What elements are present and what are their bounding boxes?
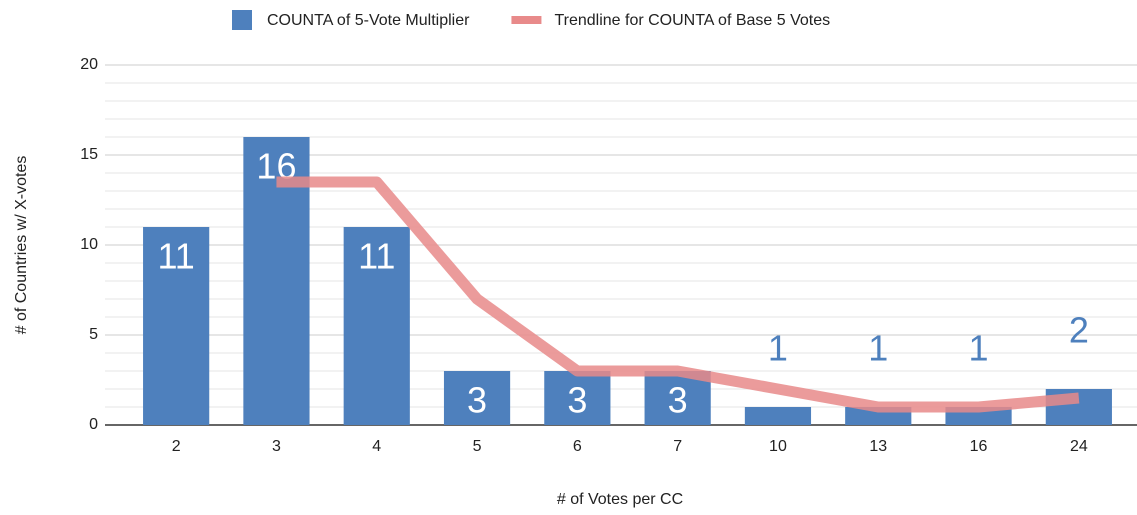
bar	[343, 227, 410, 425]
y-tick-label: 15	[80, 146, 98, 163]
bar	[1045, 389, 1112, 425]
x-tick-label: 10	[769, 438, 787, 455]
x-tick-label: 7	[673, 438, 682, 455]
bar	[443, 371, 511, 425]
data-label: 11	[157, 236, 194, 277]
legend-label: COUNTA of 5-Vote Multiplier	[267, 12, 470, 29]
data-label: 3	[567, 380, 587, 421]
legend-swatch	[232, 10, 252, 30]
data-label: 2	[1069, 310, 1089, 351]
data-label: 11	[358, 236, 395, 277]
x-tick-label: 16	[970, 438, 988, 455]
x-tick-label: 13	[869, 438, 887, 455]
legend-label: Trendline for COUNTA of Base 5 Votes	[554, 12, 830, 29]
data-label: 1	[768, 328, 788, 369]
x-tick-label: 24	[1070, 438, 1088, 455]
bar	[744, 407, 812, 425]
data-label: 1	[969, 328, 989, 369]
data-label: 3	[668, 380, 688, 421]
x-tick-label: 3	[272, 438, 281, 455]
data-label: 1	[868, 328, 888, 369]
y-tick-label: 10	[80, 236, 98, 253]
y-tick-label: 20	[80, 56, 98, 73]
trend-line	[276, 176, 1080, 413]
x-tick-label: 4	[372, 438, 381, 455]
x-tick-label: 5	[473, 438, 482, 455]
bar	[143, 227, 210, 425]
y-tick-label: 0	[89, 416, 98, 433]
data-label: 3	[467, 380, 487, 421]
y-axis-title: # of Countries w/ X-votes	[13, 156, 30, 335]
bar	[544, 371, 611, 425]
x-tick-label: 6	[573, 438, 582, 455]
x-tick-label: 2	[172, 438, 181, 455]
x-axis-title: # of Votes per CC	[557, 491, 683, 508]
y-tick-label: 5	[89, 326, 98, 343]
